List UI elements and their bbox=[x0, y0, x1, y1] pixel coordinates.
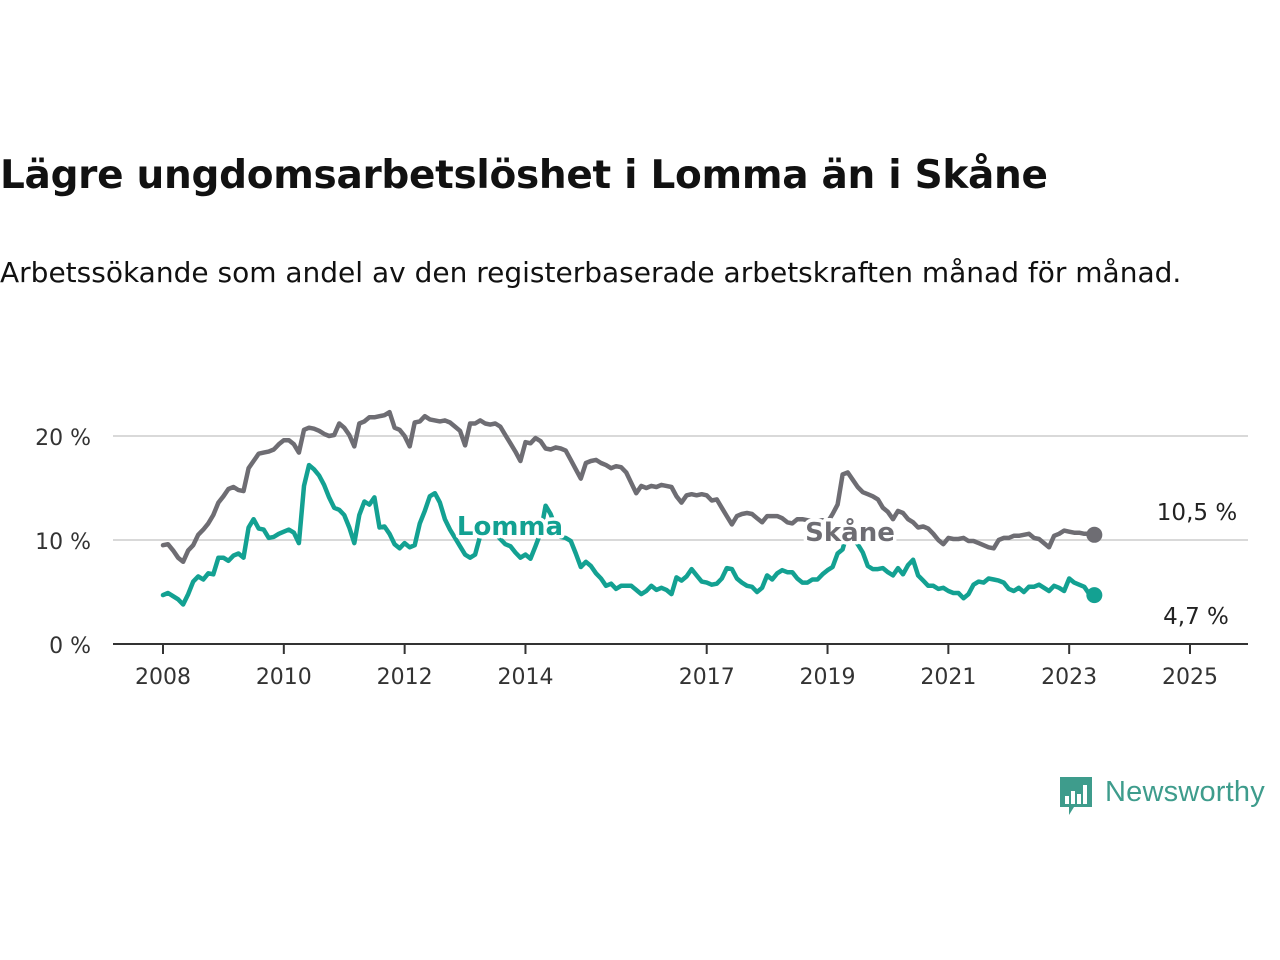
end-value-skane: 10,5 % bbox=[1157, 500, 1237, 526]
end-value-lomma: 4,7 % bbox=[1163, 604, 1229, 630]
y-axis-ticks: 0 % 10 % 20 % bbox=[35, 426, 91, 659]
chart-title: Lägre ungdomsarbetslöshet i Lomma än i S… bbox=[0, 153, 1048, 198]
x-tick-label: 2017 bbox=[679, 665, 735, 690]
series-lines bbox=[160, 409, 1103, 607]
series-end-dot-skåne bbox=[1086, 526, 1103, 543]
line-chart: 0 % 10 % 20 % 2008 2010 2012 2014 2017 2019 2021… bbox=[35, 409, 1248, 690]
end-value-skane-halo: 10,5 % bbox=[1157, 500, 1237, 526]
chart-subtitle: Arbetssökande som andel av den registerb… bbox=[0, 256, 1182, 289]
x-tick-label: 2019 bbox=[800, 665, 856, 690]
y-tick-label: 0 % bbox=[49, 634, 91, 659]
end-value-lomma-halo: 4,7 % bbox=[1163, 604, 1229, 630]
series-line-lomma bbox=[160, 462, 1097, 607]
y-tick-label: 20 % bbox=[35, 426, 91, 451]
series-label-lomma: Lomma bbox=[457, 512, 563, 542]
brand-name: Newsworthy bbox=[1105, 776, 1265, 808]
x-tick-label: 2023 bbox=[1041, 665, 1097, 690]
x-tick-label: 2014 bbox=[497, 665, 553, 690]
x-tick-label: 2010 bbox=[256, 665, 312, 690]
grid-lines bbox=[113, 435, 1248, 645]
x-tick-label: 2025 bbox=[1162, 665, 1218, 690]
series-label-lomma-halo: Lomma bbox=[457, 512, 563, 542]
bar-chart-speech-bubble-icon bbox=[1060, 777, 1092, 815]
series-label-skane-halo: Skåne bbox=[805, 516, 895, 548]
x-tick-label: 2021 bbox=[920, 665, 976, 690]
series-label-skane: Skåne bbox=[805, 516, 895, 548]
x-axis-ticks: 2008 2010 2012 2014 2017 2019 2021 2023 2025 bbox=[135, 644, 1218, 690]
x-tick-label: 2012 bbox=[377, 665, 433, 690]
series-line-skåne bbox=[160, 409, 1097, 565]
y-tick-label: 10 % bbox=[35, 530, 91, 555]
x-tick-label: 2008 bbox=[135, 665, 191, 690]
series-end-dot-lomma bbox=[1086, 587, 1103, 604]
